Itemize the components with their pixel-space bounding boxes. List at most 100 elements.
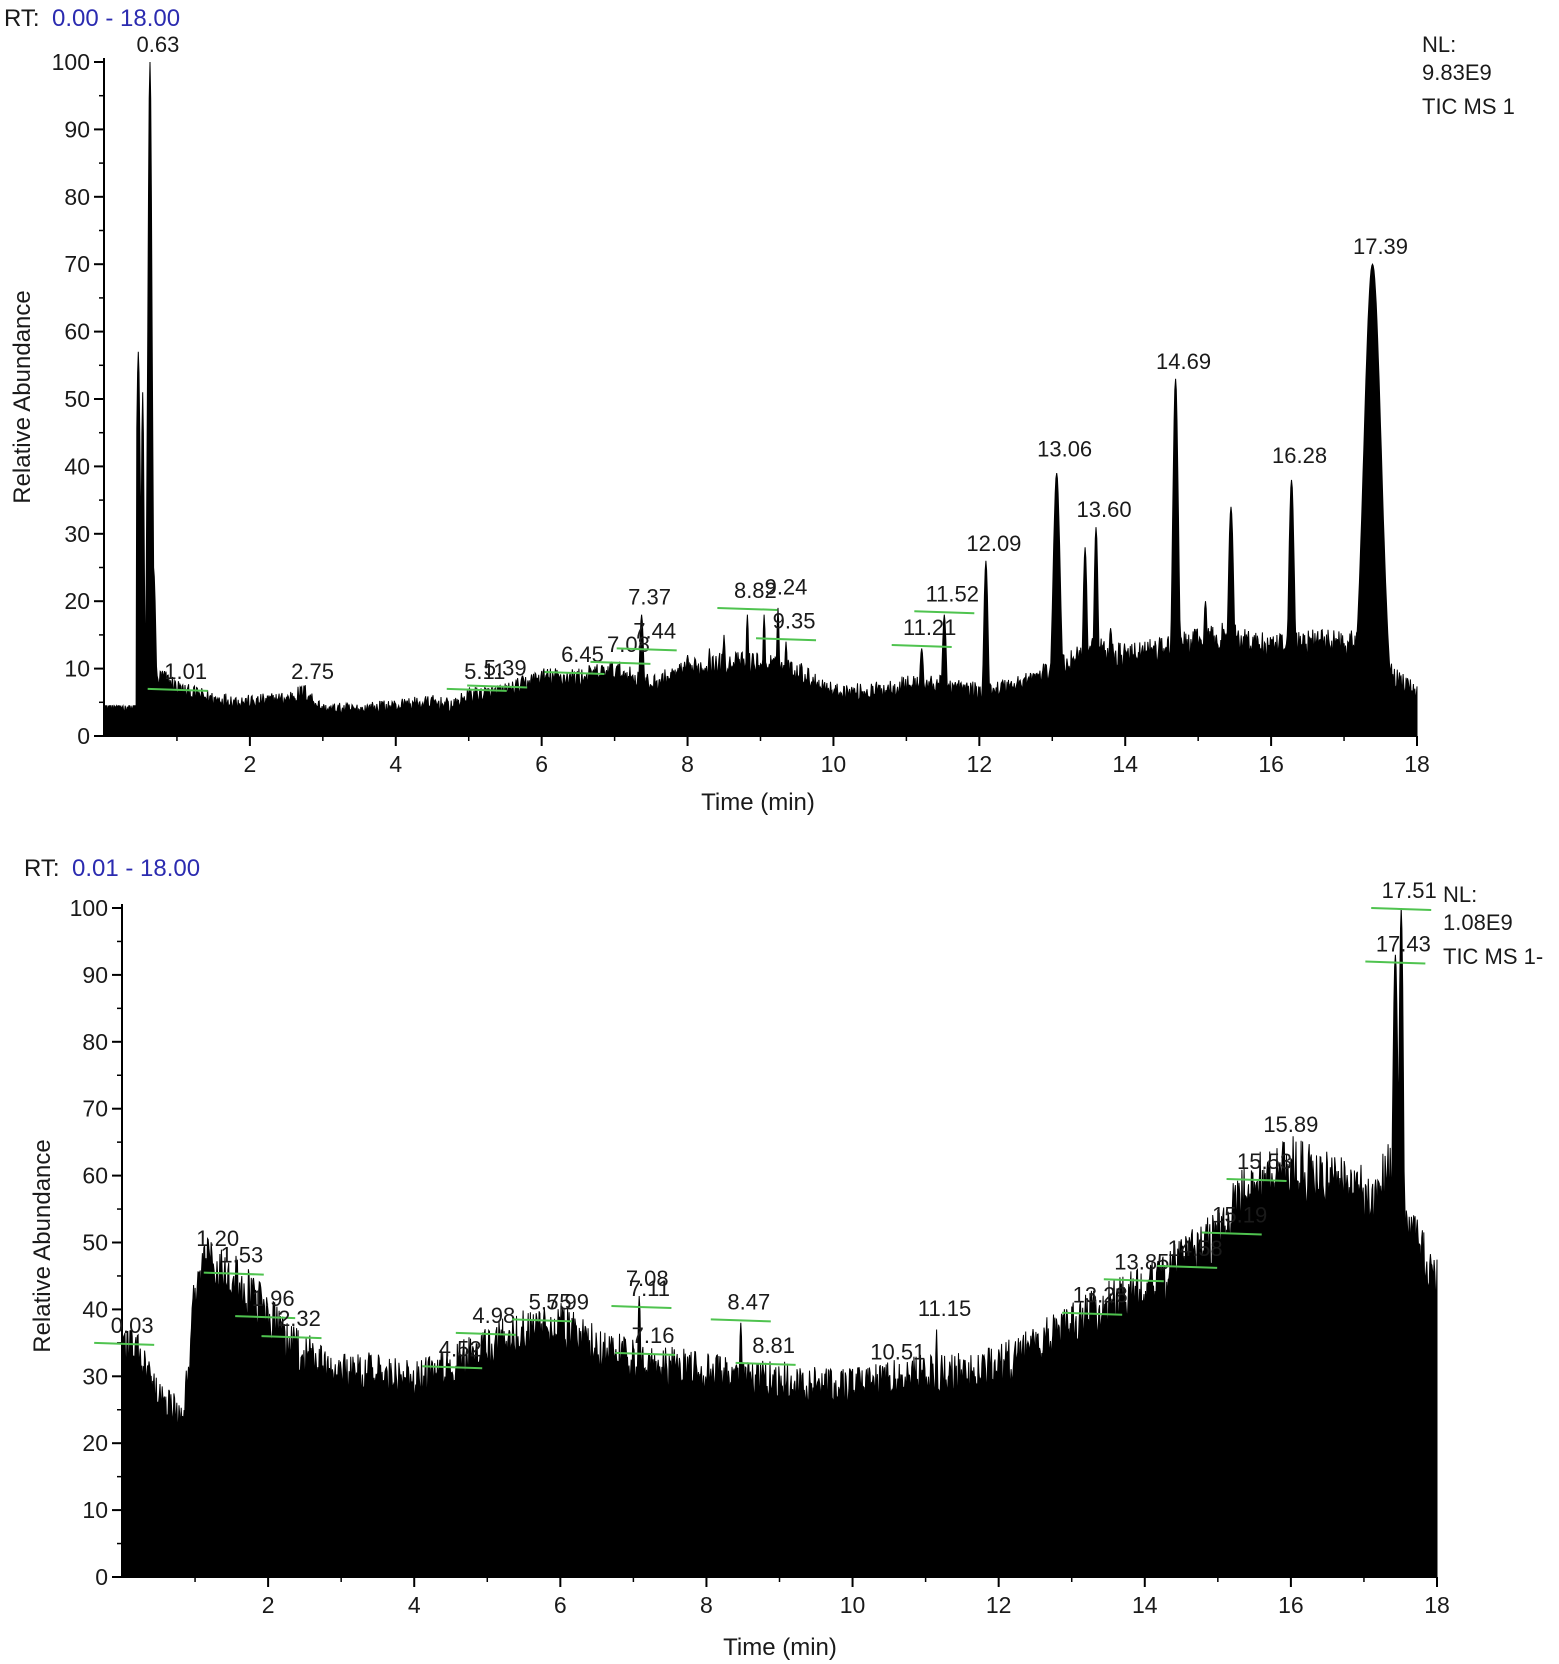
peak-label: 13.28 [1073, 1283, 1128, 1308]
peak-marker [1371, 907, 1432, 911]
peak-label: 13.85 [1114, 1249, 1169, 1274]
x-tick-label: 8 [700, 1592, 713, 1618]
peak-marker [891, 644, 952, 649]
peak-marker [512, 1318, 573, 1323]
x-tick-label: 6 [535, 751, 548, 777]
peak-marker [422, 1365, 483, 1370]
peak-label: 8.82 [734, 578, 777, 603]
peak-label: 15.53 [1237, 1149, 1292, 1174]
peak-marker [446, 687, 507, 692]
peak-label: 16.28 [1272, 443, 1327, 468]
peak-label: 15.89 [1263, 1112, 1318, 1137]
peak-label: 7.08 [626, 1266, 669, 1291]
peak-label: 15.19 [1212, 1202, 1267, 1227]
peak-label: 6.45 [561, 642, 604, 667]
rt-range-2: 0.01 - 18.00 [72, 855, 200, 882]
nl-label-2: NL: [1443, 882, 1477, 907]
y-tick-label: 100 [52, 49, 90, 75]
nl-label-1: NL: [1422, 32, 1456, 57]
peak-marker [1365, 960, 1426, 965]
peak-marker [611, 1305, 672, 1310]
peak-marker [1062, 1311, 1123, 1316]
peak-label: 11.21 [903, 615, 956, 640]
peak-label: 8.47 [727, 1289, 770, 1314]
x-tick-label: 8 [681, 751, 694, 777]
peak-label: 9.24 [765, 575, 808, 600]
y-tick-label: 80 [82, 1029, 108, 1055]
peak-label: 4.52 [439, 1336, 482, 1361]
peak-marker [1226, 1177, 1287, 1182]
peak-marker [735, 1361, 796, 1366]
peak-marker [615, 1351, 676, 1356]
nl-value-2: 1.08E9 [1443, 910, 1513, 935]
peak-label: 7.08 [607, 632, 650, 657]
peak-marker [590, 660, 651, 665]
y-tick-label: 20 [64, 588, 90, 614]
peak-marker [261, 1335, 322, 1340]
y-tick-label: 10 [64, 656, 90, 682]
peak-label: 11.52 [926, 581, 979, 606]
signal-area [103, 61, 1418, 737]
peak-label: 1.96 [252, 1286, 295, 1311]
y-tick-label: 80 [64, 184, 90, 210]
y-tick-label: 50 [64, 386, 90, 412]
scan-filter-2: TIC MS 1- [1443, 944, 1543, 969]
peak-label: 2.75 [291, 659, 334, 684]
y-tick-label: 20 [82, 1430, 108, 1456]
peak-label: 5.11 [464, 659, 505, 684]
x-tick-label: 16 [1278, 1592, 1304, 1618]
x-tick-label: 16 [1258, 751, 1284, 777]
y-tick-label: 10 [82, 1497, 108, 1523]
peak-label: 1.01 [164, 659, 207, 684]
peak-label: 17.43 [1376, 932, 1431, 957]
y-tick-label: 100 [70, 895, 108, 921]
y-tick-label: 90 [64, 116, 90, 142]
y-tick-label: 60 [64, 319, 90, 345]
peak-label: 12.09 [966, 531, 1021, 556]
x-tick-label: 18 [1404, 751, 1430, 777]
y-tick-label: 50 [82, 1230, 108, 1256]
y-tick-label: 90 [82, 962, 108, 988]
peak-marker [1103, 1278, 1164, 1283]
peak-label: 7.16 [632, 1323, 675, 1348]
peak-label: 0.63 [137, 32, 180, 57]
x-tick-label: 4 [408, 1592, 421, 1618]
y-tick-label: 60 [82, 1163, 108, 1189]
y-tick-label: 70 [82, 1096, 108, 1122]
peak-label: 7.11 [629, 1276, 670, 1301]
peak-label: 9.35 [773, 608, 816, 633]
rt-label-1: RT: [4, 5, 40, 32]
peak-label: 5.99 [546, 1289, 589, 1314]
y-tick-label: 0 [77, 723, 90, 749]
peak-marker [94, 1341, 155, 1346]
x-axis-title-1: Time (min) [701, 789, 815, 816]
x-tick-label: 10 [840, 1592, 866, 1618]
scan-filter-1: TIC MS 1 [1422, 94, 1515, 119]
x-tick-label: 14 [1132, 1592, 1158, 1618]
x-tick-label: 6 [554, 1592, 567, 1618]
peak-label: 17.39 [1353, 234, 1408, 259]
y-tick-label: 30 [82, 1363, 108, 1389]
peak-marker [544, 670, 605, 675]
chromatogram-panel-2: 0 10 20 30 40 50 60 70 80 90 100 2 4 6 8 10 12 14 16 18 0.03… [70, 878, 1450, 1618]
x-tick-label: 2 [243, 751, 256, 777]
rt-range-1: 0.00 - 18.00 [52, 5, 180, 32]
peak-label: 0.03 [111, 1313, 154, 1338]
peak-marker [147, 687, 208, 692]
peak-marker [914, 610, 975, 615]
x-tick-label: 14 [1112, 751, 1138, 777]
peak-label: 13.06 [1037, 436, 1092, 461]
peak-label: 14.58 [1168, 1236, 1223, 1261]
peak-label: 7.44 [633, 618, 676, 643]
signal-area [121, 907, 1438, 1578]
x-tick-label: 12 [986, 1592, 1012, 1618]
peak-label: 10.51 [870, 1340, 925, 1365]
peak-label: 11.15 [918, 1296, 971, 1321]
y-tick-label: 0 [95, 1564, 108, 1590]
peak-marker [755, 637, 817, 642]
peak-label: 7.37 [628, 585, 671, 610]
peak-marker [710, 1318, 771, 1323]
rt-label-2: RT: [24, 855, 60, 882]
peak-marker [1201, 1231, 1262, 1236]
y-tick-label: 40 [82, 1296, 108, 1322]
